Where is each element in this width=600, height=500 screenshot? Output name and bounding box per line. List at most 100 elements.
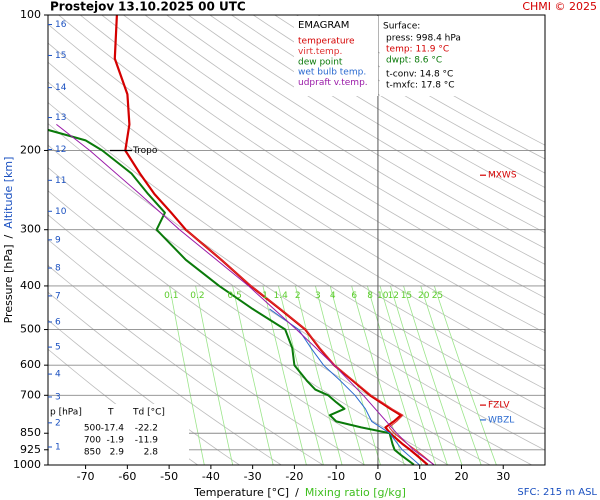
mixing-ratio-label: 1.4	[274, 291, 289, 301]
profiles	[48, 15, 435, 465]
surface-line: dwpt: 8.6 °C	[386, 56, 442, 66]
legend-entry: udpraft v.temp.	[298, 78, 368, 88]
dry-adiabat	[48, 214, 407, 465]
dry-adiabat	[48, 190, 449, 465]
table-cell: -22.2	[135, 424, 158, 434]
dry-adiabat	[166, 15, 545, 249]
mixing-ratio-label: 20	[418, 291, 430, 301]
x-tick-label: 20	[454, 470, 468, 483]
dry-adiabat	[123, 15, 545, 282]
surface-line: t-conv: 14.8 °C	[386, 70, 453, 80]
x-tick-label: -30	[244, 470, 262, 483]
altitude-label: 6	[55, 317, 61, 327]
x-label: Temperature [°C]	[193, 486, 289, 499]
dry-adiabat	[48, 144, 532, 465]
mixing-ratio-label: 0.5	[228, 291, 242, 301]
dry-adiabat	[79, 15, 545, 316]
mixing-ratio-label: 15	[401, 291, 412, 301]
x-tick-label: 30	[496, 470, 510, 483]
y-tick-label: 400	[20, 279, 41, 292]
altitude-label: 7	[55, 291, 61, 301]
altitude-label: 5	[55, 343, 61, 353]
level-label: MXWS	[488, 171, 517, 181]
y-tick-label: 500	[20, 323, 41, 336]
mixing-ratio-label: 10	[377, 291, 389, 301]
surface-line: temp: 11.9 °C	[386, 45, 449, 55]
table-cell: -11.9	[135, 436, 159, 446]
altitude-label: 9	[55, 235, 61, 245]
altitude-label: 4	[55, 370, 61, 380]
dry-adiabat	[144, 15, 545, 265]
table-cell: 700	[84, 436, 101, 446]
table-cell: -17.4	[101, 424, 125, 434]
altitude-label: 16	[55, 20, 67, 30]
mixing-ratio-label: 0.1	[164, 291, 178, 301]
dry-adiabat	[101, 15, 545, 299]
table-box	[49, 404, 189, 462]
profile-line	[48, 128, 415, 465]
level-label: FZLV	[488, 401, 510, 411]
mixing-ratio-label: 3	[315, 291, 321, 301]
dry-adiabat	[48, 61, 545, 390]
surface-line: press: 998.4 hPa	[386, 34, 461, 44]
mixing-ratio-label: 25	[432, 291, 443, 301]
mixing-ratio-line	[403, 285, 463, 465]
separator: /	[295, 486, 299, 499]
title: Prostejov	[50, 0, 114, 14]
x-tick-label: 10	[413, 470, 427, 483]
altitude-label: 15	[55, 51, 66, 61]
y-tick-label: 1000	[13, 458, 41, 471]
y-tick-label: 850	[20, 426, 41, 439]
mixing-ratio-label: 8	[367, 291, 373, 301]
surface-box	[380, 16, 480, 96]
dry-adiabat	[48, 23, 545, 352]
altitude-label: 10	[55, 207, 67, 217]
mixing-ratio-line	[232, 285, 274, 465]
table-header: T	[107, 408, 114, 418]
x-axis-label: Temperature [°C] / Mixing ratio [g/kg]	[193, 486, 406, 499]
mixing-ratio-label: 4	[330, 291, 336, 301]
altitude-label: 11	[55, 176, 66, 186]
x-tick-label: -10	[327, 470, 345, 483]
surface-line: t-mxfc: 17.8 °C	[386, 81, 455, 91]
table-cell: 2.8	[144, 448, 159, 458]
mixing-ratio-line	[420, 285, 482, 465]
mixing-ratio-line	[390, 285, 448, 465]
profile-line	[56, 124, 435, 465]
mixing-ratio-label: 12	[388, 291, 399, 301]
altitude-label: 8	[55, 264, 61, 274]
x2-label: Mixing ratio [g/kg]	[305, 486, 406, 499]
mixing-ratio-line	[379, 285, 437, 465]
legend-entry: temperature	[298, 37, 355, 47]
y-tick-label: 200	[20, 143, 41, 156]
mixing-ratio-label: 0.2	[190, 291, 204, 301]
mixing-ratio-label: 6	[351, 291, 357, 301]
x-tick-label: 0	[374, 470, 381, 483]
x-tick-label: -70	[77, 470, 95, 483]
dry-adiabat	[48, 102, 545, 430]
x-tick-label: -20	[285, 470, 303, 483]
legend-entry: wet bulb temp.	[298, 68, 366, 78]
table-header: p [hPa]	[50, 408, 82, 418]
subtitle: 13.10.2025 00 UTC	[118, 0, 246, 14]
dry-adiabat	[58, 15, 545, 334]
x-tick-label: -40	[202, 470, 220, 483]
y-axis-label: Pressure [hPa] / Altitude [km]	[2, 157, 15, 324]
dry-adiabat	[48, 264, 324, 465]
altitude-label: 1	[55, 442, 61, 452]
table-cell: -1.9	[106, 436, 124, 446]
legend-entry: dew point	[298, 57, 343, 67]
footer: SFC: 215 m ASL	[517, 487, 597, 498]
dry-adiabat	[48, 291, 282, 465]
y2-label: Altitude [km]	[2, 157, 15, 229]
y-tick-label: 100	[20, 8, 41, 21]
separator: /	[2, 234, 15, 238]
surface-title: Surface:	[383, 22, 420, 32]
legend-entry: virt.temp.	[298, 47, 342, 57]
altitude-label: 13	[55, 113, 66, 123]
mixing-ratio-line	[433, 285, 497, 465]
mixing-ratio-label: 2	[295, 291, 301, 301]
credit: CHMI © 2025	[522, 0, 597, 13]
